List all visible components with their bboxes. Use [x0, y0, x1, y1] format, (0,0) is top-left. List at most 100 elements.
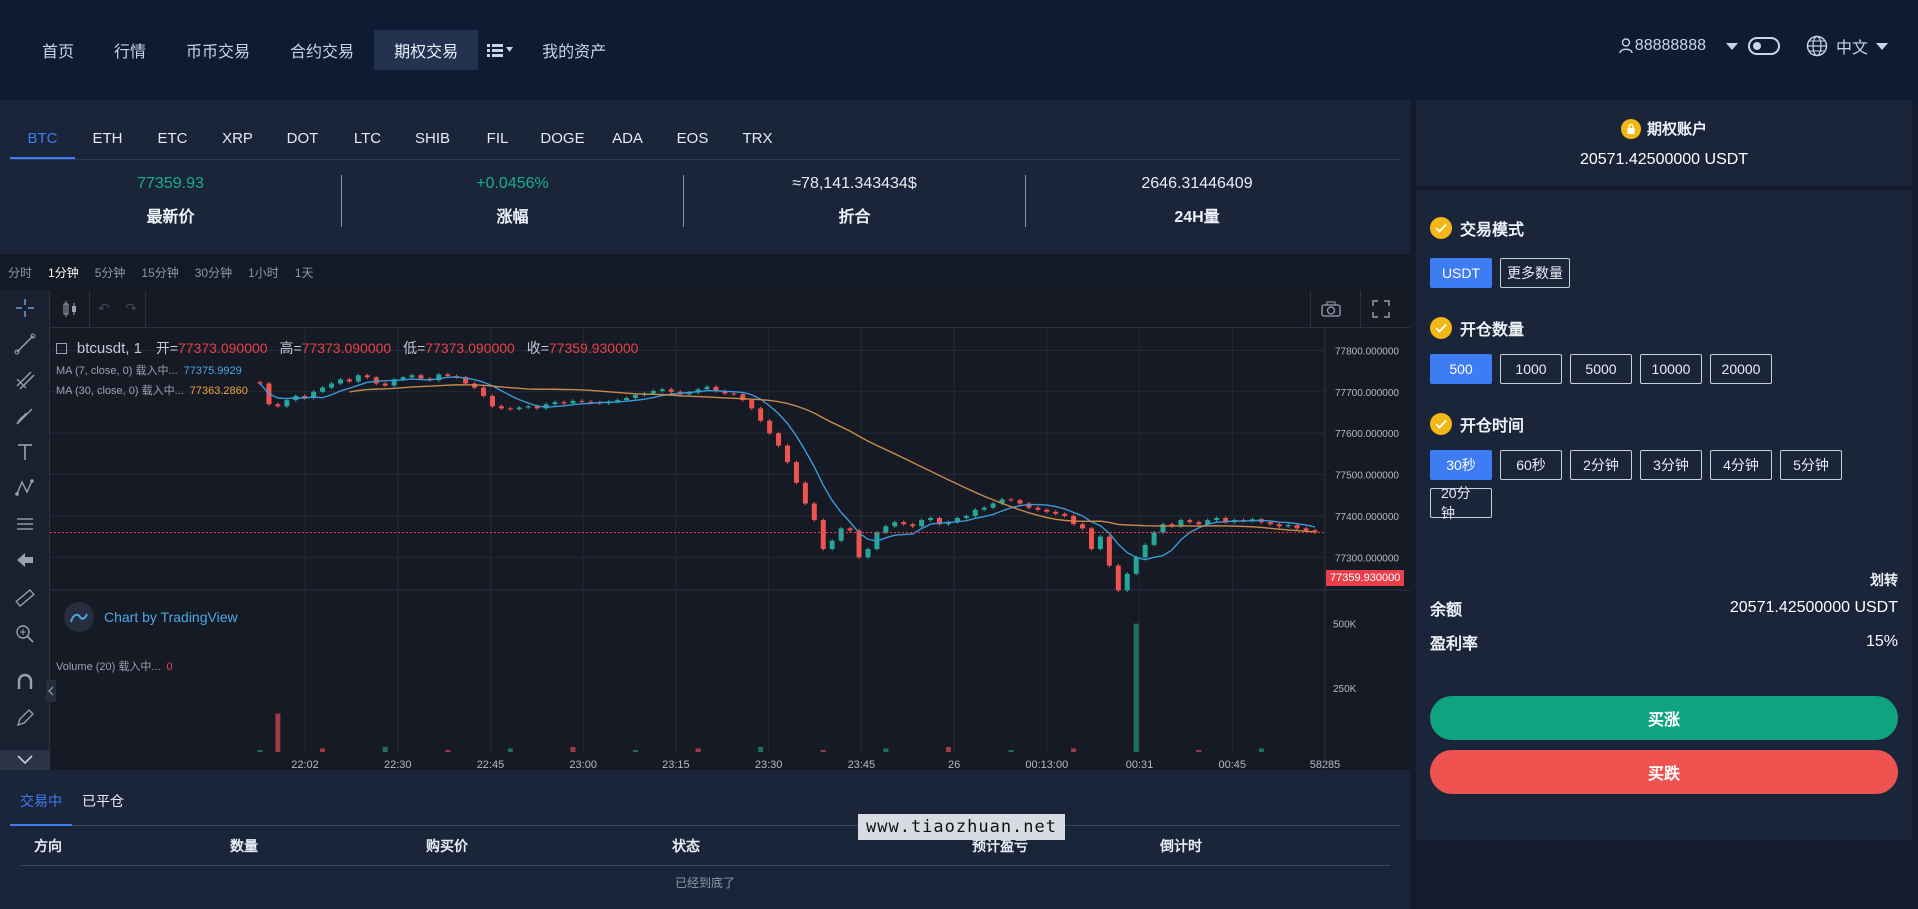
screenshot-button[interactable]: [1310, 289, 1350, 328]
buy-up-button[interactable]: 买涨: [1430, 696, 1898, 740]
candle-body: [740, 394, 746, 401]
interval-tick[interactable]: 分时: [8, 265, 33, 280]
time-20m-button[interactable]: 20分钟: [1430, 485, 1492, 521]
text-tool[interactable]: [0, 434, 50, 470]
volume-bar: [1196, 749, 1202, 752]
qty-10000-button[interactable]: 10000: [1640, 354, 1702, 384]
time-30s-button[interactable]: 30秒: [1430, 450, 1492, 480]
candle-body: [463, 377, 469, 384]
interval-5m[interactable]: 5分钟: [94, 265, 126, 280]
nav-item-options[interactable]: 期权交易: [374, 30, 479, 70]
low-label: 低=: [403, 340, 426, 356]
coin-tab-ada[interactable]: ADA: [612, 130, 643, 147]
y-tick-label: 77600.000000: [1335, 429, 1399, 440]
coin-tab-dot[interactable]: DOT: [286, 130, 319, 147]
open-label: 开=: [155, 340, 179, 356]
coin-tab-doge[interactable]: DOGE: [540, 130, 585, 147]
zoom-tool[interactable]: [0, 616, 50, 652]
coin-tab-xrp[interactable]: XRP: [222, 130, 253, 147]
mode-usdt-button[interactable]: USDT: [1430, 258, 1492, 288]
chart-legend: btcusdt, 1 开=77373.090000 高=77373.090000…: [56, 338, 638, 398]
col-direction: 方向: [34, 837, 62, 854]
tradingview-badge[interactable]: Chart by TradingView: [64, 602, 238, 632]
time-5m-button[interactable]: 5分钟: [1780, 450, 1842, 480]
chart-canvas[interactable]: 77800.000000 77700.000000 77600.000000 7750…: [50, 328, 1410, 771]
interval-1m[interactable]: 1分钟: [48, 265, 79, 280]
coin-tab-fil[interactable]: FIL: [486, 130, 509, 147]
candle-body: [400, 377, 406, 380]
options-account: 期权账户 20571.42500000 USDT: [1416, 100, 1912, 190]
fib-tool[interactable]: [0, 362, 50, 398]
interval-1d[interactable]: 1天: [294, 265, 314, 280]
crosshair-tool[interactable]: [0, 290, 50, 326]
buy-down-button[interactable]: 买跌: [1430, 750, 1898, 794]
qty-500-button[interactable]: 500: [1430, 354, 1492, 384]
candle-body: [561, 402, 567, 404]
coin-tab-shib[interactable]: SHIB: [414, 130, 450, 147]
candle-body: [543, 404, 549, 409]
user-dropdown-icon[interactable]: [1725, 42, 1738, 50]
candle-body: [382, 383, 388, 386]
nav-item-assets[interactable]: 我的资产: [542, 44, 607, 61]
interval-30m[interactable]: 30分钟: [194, 265, 233, 280]
brush-tool[interactable]: [0, 398, 50, 434]
ruler-tool[interactable]: [0, 580, 50, 616]
chevron-down-icon: [1876, 42, 1888, 50]
time-2m-button[interactable]: 2分钟: [1570, 450, 1632, 480]
undo-icon[interactable]: ↶: [97, 300, 110, 316]
theme-toggle[interactable]: [1747, 37, 1780, 55]
nav-item-contract[interactable]: 合约交易: [290, 44, 355, 61]
x-tick-label: 23:15: [662, 759, 690, 770]
coin-tab-btc[interactable]: BTC: [10, 130, 75, 159]
candle-body: [963, 515, 969, 518]
candle-body: [990, 503, 996, 508]
tab-in-trading[interactable]: 交易中: [10, 790, 72, 826]
user-account[interactable]: 88888888: [1619, 37, 1706, 55]
coin-tab-ltc[interactable]: LTC: [353, 130, 382, 147]
qty-20000-button[interactable]: 20000: [1710, 354, 1772, 384]
balance-value: 20571.42500000 USDT: [1729, 599, 1898, 616]
latest-price-value: 77359.93: [137, 175, 204, 192]
coin-tab-eth[interactable]: ETH: [92, 130, 123, 147]
coin-tab-trx[interactable]: TRX: [742, 130, 773, 147]
nav-item-spot[interactable]: 币币交易: [186, 44, 251, 61]
time-60s-button[interactable]: 60秒: [1500, 450, 1562, 480]
language-selector[interactable]: 中文: [1806, 34, 1888, 58]
time-3m-button[interactable]: 3分钟: [1640, 450, 1702, 480]
magnet-tool[interactable]: [0, 664, 50, 700]
qty-1000-button[interactable]: 1000: [1500, 354, 1562, 384]
chevron-left-icon: [48, 686, 54, 696]
measure-tool[interactable]: [0, 506, 50, 542]
interval-1h[interactable]: 1小时: [248, 265, 279, 280]
candle-body: [284, 400, 290, 407]
nav-item-home[interactable]: 首页: [42, 44, 75, 61]
nav-item-market[interactable]: 行情: [114, 44, 147, 61]
transfer-link[interactable]: 划转: [1870, 572, 1898, 588]
tab-closed[interactable]: 已平仓: [82, 793, 124, 809]
legend-collapse-icon[interactable]: [56, 343, 67, 354]
volume-indicator-value: 0: [166, 661, 173, 673]
change-value: +0.0456%: [476, 175, 549, 192]
undo-redo-group: ↶ ↷: [90, 289, 146, 328]
pattern-tool[interactable]: [0, 470, 50, 506]
coin-tab-etc[interactable]: ETC: [157, 130, 188, 147]
qty-5000-button[interactable]: 5000: [1570, 354, 1632, 384]
toolbar-collapse-button[interactable]: [0, 750, 50, 770]
back-tool[interactable]: [0, 542, 50, 578]
list-menu-button[interactable]: [478, 35, 522, 65]
candle-body: [1267, 522, 1273, 525]
mode-more-qty-button[interactable]: 更多数量: [1500, 258, 1570, 288]
balance-section: 划转 余额 20571.42500000 USDT 盈利率 15% 买涨 买跌: [1416, 570, 1912, 794]
time-4m-button[interactable]: 4分钟: [1710, 450, 1772, 480]
text-icon: [18, 444, 32, 460]
chart-type-button[interactable]: [50, 289, 90, 328]
trendline-tool[interactable]: [0, 326, 50, 362]
fullscreen-button[interactable]: [1360, 289, 1400, 328]
orders-panel: 交易中 已平仓 方向 数量 购买价 状态 预计盈亏 倒计时 已经到底了: [0, 770, 1410, 909]
toolbar-hide-handle[interactable]: [46, 680, 56, 702]
coin-tab-eos[interactable]: EOS: [676, 130, 709, 147]
interval-15m[interactable]: 15分钟: [141, 265, 179, 280]
lock-drawings-tool[interactable]: [0, 700, 50, 736]
measure-icon: [17, 518, 33, 530]
redo-icon[interactable]: ↷: [125, 300, 138, 316]
